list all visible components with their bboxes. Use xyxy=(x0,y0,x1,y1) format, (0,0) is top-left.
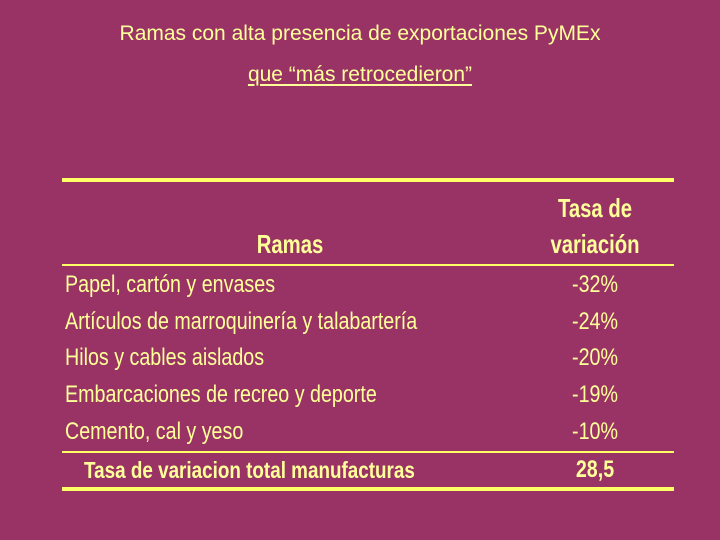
row-tasa: -24% xyxy=(572,308,618,335)
table-row: Artículos de marroquinería y talabarterí… xyxy=(0,304,720,340)
column-header-tasa: Tasa de variación xyxy=(537,190,654,262)
column-header-ramas: Ramas xyxy=(256,229,324,259)
slide-title-underlined-text: que “más retrocedieron” xyxy=(247,63,473,86)
table-bottom-rule xyxy=(62,487,674,491)
column-header-tasa-line-1: Tasa de xyxy=(557,193,633,223)
row-rama: Papel, cartón y envases xyxy=(65,271,276,298)
table-header-rule xyxy=(62,264,674,266)
column-header-tasa-line-2: variación xyxy=(550,229,640,259)
row-tasa: -20% xyxy=(572,344,618,371)
table-total-row: Tasa de variacion total manufacturas 28,… xyxy=(0,452,720,488)
table-row: Embarcaciones de recreo y deporte -19% xyxy=(0,377,720,413)
row-rama: Embarcaciones de recreo y deporte xyxy=(65,381,377,408)
table-row: Hilos y cables aislados -20% xyxy=(0,340,720,376)
slide-title-line-2: que “más retrocedieron” xyxy=(0,63,720,87)
row-tasa: -10% xyxy=(572,418,618,445)
table-row: Papel, cartón y envases -32% xyxy=(0,267,720,303)
table-footer-rule xyxy=(62,451,674,453)
row-tasa: -32% xyxy=(572,271,618,298)
row-rama: Cemento, cal y yeso xyxy=(65,418,244,445)
total-tasa: 28,5 xyxy=(575,456,615,483)
row-rama: Artículos de marroquinería y talabarterí… xyxy=(65,308,418,335)
row-rama: Hilos y cables aislados xyxy=(65,344,265,371)
row-tasa: -19% xyxy=(572,381,618,408)
table-row: Cemento, cal y yeso -10% xyxy=(0,414,720,450)
slide-title-line-1: Ramas con alta presencia de exportacione… xyxy=(119,22,601,45)
total-rama: Tasa de variacion total manufacturas xyxy=(84,457,415,483)
table-top-rule xyxy=(62,178,674,182)
